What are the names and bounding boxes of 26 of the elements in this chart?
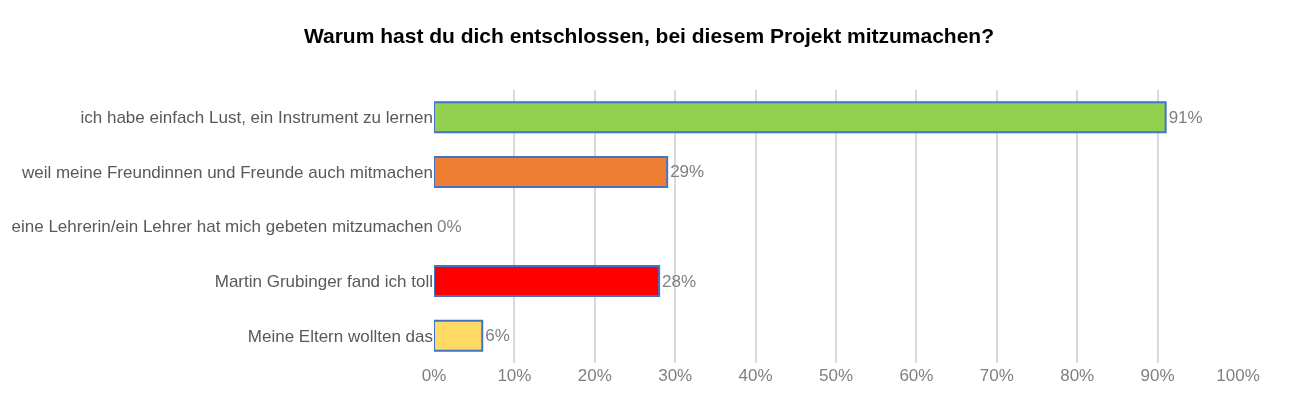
data-label: 28% <box>662 271 697 291</box>
x-tick-label: 70% <box>979 366 1014 385</box>
x-tick-label: 60% <box>899 366 934 385</box>
data-label: 91% <box>1168 107 1203 127</box>
bar <box>434 155 669 188</box>
bar <box>434 319 484 352</box>
x-tick-label: 10% <box>497 366 532 385</box>
x-tick-label: 80% <box>1060 366 1095 385</box>
y-tick-label: Martin Grubinger fand ich toll <box>214 272 433 292</box>
x-tick-label: 90% <box>1140 366 1175 385</box>
bar <box>434 265 661 298</box>
x-tick-label: 100% <box>1216 366 1260 385</box>
bar <box>434 101 1167 134</box>
y-tick-label: weil meine Freundinnen und Freunde auch mitmachen <box>20 162 433 182</box>
y-tick-label: ich habe einfach Lust, ein Instrument zu lernen <box>80 108 433 128</box>
x-tick-label: 50% <box>818 366 854 385</box>
y-tick-label: eine Lehrerin/ein Lehrer hat mich gebeten mitzumachen <box>11 217 433 237</box>
y-tick-label: Meine Eltern wollten das <box>247 326 433 346</box>
data-label: 6% <box>485 326 510 346</box>
chart-title: Warum hast du dich entschlossen, bei diesem Projekt mitzumachen? <box>303 23 995 47</box>
x-tick-label: 0% <box>421 366 447 385</box>
x-tick-label: 30% <box>658 366 693 385</box>
data-label: 29% <box>670 162 705 182</box>
x-tick-label: 20% <box>577 366 612 385</box>
data-label: 0% <box>437 217 462 237</box>
x-tick-label: 40% <box>738 366 773 385</box>
